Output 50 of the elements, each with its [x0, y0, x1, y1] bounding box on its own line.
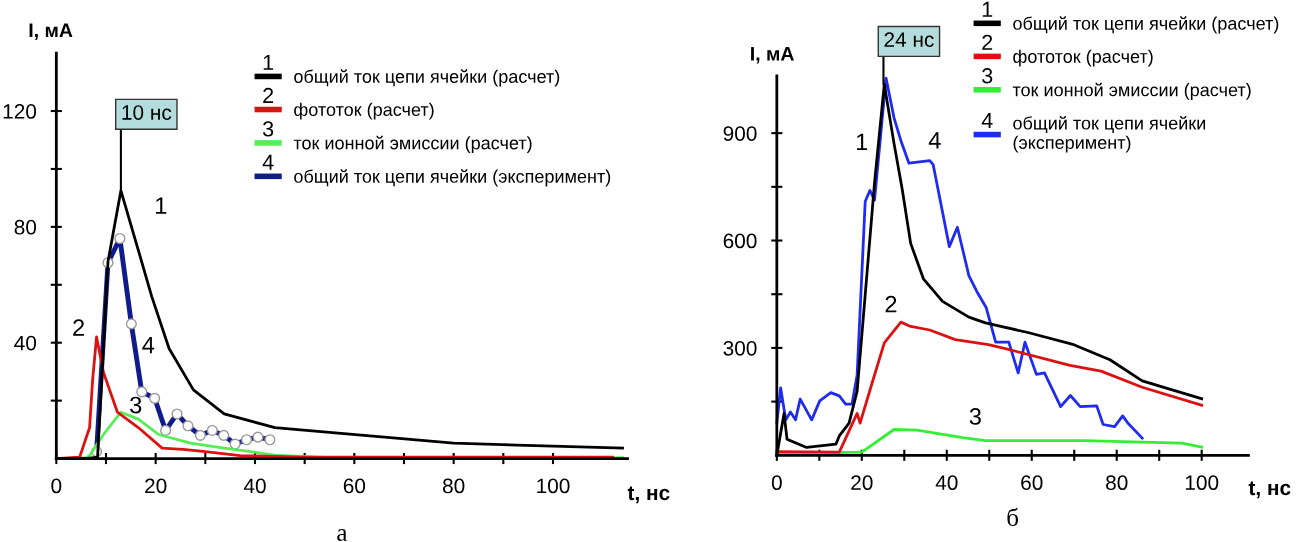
- x-tick-label: 20: [145, 478, 167, 494]
- x-tick-label: 60: [343, 478, 366, 494]
- x-axis-title: t, нс: [627, 486, 670, 504]
- legend-label: общий ток цепи ячейки (эксперимент): [294, 169, 611, 187]
- x-tick-label: 0: [771, 475, 782, 491]
- annotation: 3: [969, 408, 981, 425]
- legend-label: ток ионной эмиссии (расчет): [293, 135, 532, 153]
- text: 2: [263, 87, 274, 103]
- annotation: 4: [142, 336, 155, 354]
- text: 3: [262, 121, 274, 137]
- legend-label: фототок (расчет): [1013, 49, 1153, 67]
- legend-label: общий ток цепи ячейки (расчет): [294, 69, 560, 87]
- text: 1: [982, 1, 993, 17]
- text: 3: [982, 68, 993, 84]
- text: 4: [262, 154, 274, 170]
- y-tick-label: 900: [723, 126, 757, 141]
- legend-label: фототок (расчет): [294, 102, 434, 120]
- x-tick-label: 100: [537, 478, 570, 494]
- x-tick-label: 60: [1021, 475, 1043, 491]
- annotation: 2: [885, 295, 897, 313]
- x-tick-label: 80: [1106, 475, 1128, 491]
- annotation: 3: [130, 396, 142, 414]
- y-tick-label: 300: [723, 340, 757, 356]
- legend-label: ток ионной эмиссии (расчет): [1012, 82, 1251, 100]
- text: 2: [982, 34, 993, 50]
- annotation: 1: [856, 133, 868, 150]
- annotation: 10 нс: [122, 105, 172, 120]
- x-tick-label: 20: [851, 475, 873, 491]
- text: 1: [263, 54, 274, 70]
- text: а: [337, 529, 348, 541]
- annotation: 4: [928, 132, 941, 149]
- annotation: 2: [73, 319, 84, 336]
- legend-label: общий ток цепи ячейки (расчет): [1013, 16, 1279, 34]
- y-axis-title: I, мА: [751, 47, 794, 64]
- y-tick-label: 80: [14, 219, 37, 235]
- x-tick-label: 0: [51, 478, 62, 494]
- x-axis-title: t, нс: [1248, 481, 1291, 499]
- legend-label: общий ток цепи ячейки (эксперимент): [1013, 115, 1206, 153]
- text: б: [1007, 507, 1019, 526]
- text: 4: [981, 113, 993, 128]
- x-tick-label: 40: [243, 478, 266, 494]
- x-tick-label: 80: [442, 478, 465, 494]
- annotation: 1: [156, 197, 167, 214]
- y-tick-label: 600: [723, 233, 757, 249]
- annotation: 24 нс: [884, 32, 934, 48]
- y-tick-label: 120: [3, 104, 37, 119]
- y-axis-title: I, мА: [29, 23, 73, 40]
- x-tick-label: 40: [935, 475, 958, 491]
- x-tick-label: 100: [1185, 475, 1219, 491]
- y-tick-label: 40: [14, 335, 37, 351]
